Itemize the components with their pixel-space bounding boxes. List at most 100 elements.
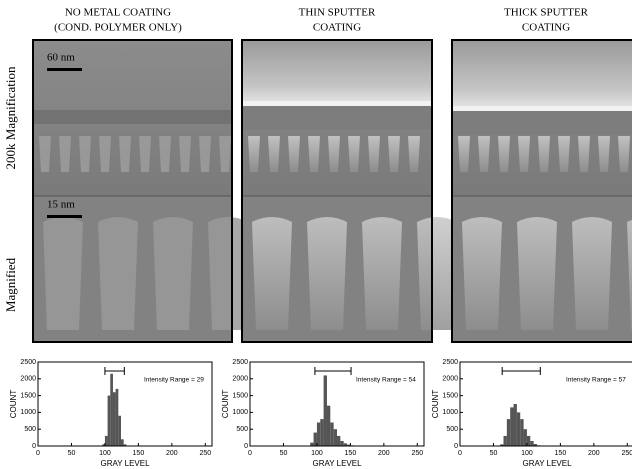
pillar xyxy=(79,136,91,172)
y-tick-label: 0 xyxy=(244,443,248,450)
y-tick-label: 500 xyxy=(24,426,36,433)
histogram-bar xyxy=(343,443,348,446)
y-tick-label: 2500 xyxy=(20,359,36,366)
y-axis-label: COUNT xyxy=(9,390,18,419)
pillar xyxy=(219,136,231,172)
column-title: COATING xyxy=(313,22,361,34)
pillar xyxy=(288,136,300,172)
y-tick-label: 500 xyxy=(446,426,458,433)
histogram-bar xyxy=(500,444,504,446)
image-frame xyxy=(241,39,433,343)
sem-image xyxy=(32,39,248,343)
pillar xyxy=(179,136,191,172)
pillar-large xyxy=(572,217,612,330)
pillar-large xyxy=(462,217,502,330)
y-tick-label: 1500 xyxy=(232,392,248,399)
coating-layer xyxy=(452,40,632,110)
sem-image xyxy=(241,39,457,343)
y-tick-label: 2500 xyxy=(232,359,248,366)
x-axis-label: GRAY LEVEL xyxy=(312,459,362,468)
x-tick-label: 50 xyxy=(490,450,498,457)
histogram-bar xyxy=(523,429,527,446)
pillar xyxy=(578,136,590,172)
plot-frame xyxy=(249,361,425,447)
pillar xyxy=(388,136,400,172)
histogram-bar xyxy=(347,444,351,446)
x-tick-label: 200 xyxy=(378,450,390,457)
pillar xyxy=(368,136,380,172)
y-axis-label: COUNT xyxy=(221,390,230,419)
y-tick-label: 2500 xyxy=(442,359,458,366)
x-tick-label: 150 xyxy=(345,450,357,457)
annotation: Intensity Range = 54 xyxy=(356,377,416,384)
histogram-bar xyxy=(118,415,121,446)
scale-bar-label: 60 nm xyxy=(47,52,75,64)
pillar xyxy=(518,136,530,172)
pillar xyxy=(99,136,111,172)
histogram-bar xyxy=(533,443,537,446)
histogram-bar xyxy=(503,435,507,446)
histogram-bar xyxy=(520,419,524,446)
pillar-large xyxy=(517,217,557,330)
annotation: Intensity Range = 57 xyxy=(566,377,626,384)
histogram-bar xyxy=(333,429,337,446)
column-title: (COND. POLYMER ONLY) xyxy=(54,22,182,34)
x-tick-label: 200 xyxy=(166,450,178,457)
pillar xyxy=(308,136,320,172)
pillar xyxy=(478,136,490,172)
y-tick-label: 1000 xyxy=(442,409,458,416)
histogram-bar xyxy=(513,404,517,446)
histogram-bar xyxy=(337,435,341,446)
under-layer xyxy=(242,106,432,130)
x-tick-label: 0 xyxy=(458,450,462,457)
pillar-large xyxy=(153,217,193,330)
pillar-large xyxy=(307,217,347,330)
histogram-bar xyxy=(506,419,511,446)
y-tick-label: 1000 xyxy=(232,409,248,416)
x-tick-label: 0 xyxy=(248,450,252,457)
y-tick-label: 1000 xyxy=(20,409,36,416)
x-tick-label: 200 xyxy=(588,450,600,457)
histogram-bar xyxy=(316,422,321,446)
pillar-large xyxy=(362,217,402,330)
y-tick-label: 2000 xyxy=(232,376,248,383)
histogram-bar xyxy=(313,432,317,446)
histogram-bar xyxy=(310,442,314,446)
x-tick-label: 100 xyxy=(99,450,111,457)
histogram-bar xyxy=(530,440,534,446)
image-frame xyxy=(451,39,632,343)
pillar xyxy=(598,136,610,172)
x-tick-label: 150 xyxy=(133,450,145,457)
pillar xyxy=(498,136,510,172)
sem-image xyxy=(451,39,632,343)
pillar xyxy=(408,136,420,172)
coating-edge xyxy=(242,101,432,106)
plot-frame xyxy=(459,361,632,447)
histogram-bar xyxy=(112,392,116,446)
histogram-bar xyxy=(326,405,331,446)
annotation: Intensity Range = 29 xyxy=(144,377,204,384)
scale-bar-label: 15 nm xyxy=(47,199,75,211)
histogram-bar xyxy=(340,440,344,446)
y-tick-label: 0 xyxy=(454,443,458,450)
y-tick-label: 1500 xyxy=(20,392,36,399)
pillar xyxy=(119,136,131,172)
coating-layer xyxy=(242,40,432,105)
pillar xyxy=(39,136,51,172)
histogram-bar xyxy=(510,407,514,446)
histogram-bar xyxy=(323,375,327,446)
histogram-bar xyxy=(110,373,113,446)
scale-bar xyxy=(47,68,82,71)
coating-edge xyxy=(452,106,632,111)
histogram-bar xyxy=(120,439,124,446)
image-frame xyxy=(32,39,233,343)
pillar xyxy=(538,136,550,172)
histogram-bar xyxy=(115,388,119,446)
pillar-large xyxy=(417,217,457,330)
histogram-bar xyxy=(320,419,324,446)
x-tick-label: 50 xyxy=(280,450,288,457)
x-axis-label: GRAY LEVEL xyxy=(100,459,150,468)
under-layer xyxy=(452,111,632,135)
y-tick-label: 1500 xyxy=(442,392,458,399)
